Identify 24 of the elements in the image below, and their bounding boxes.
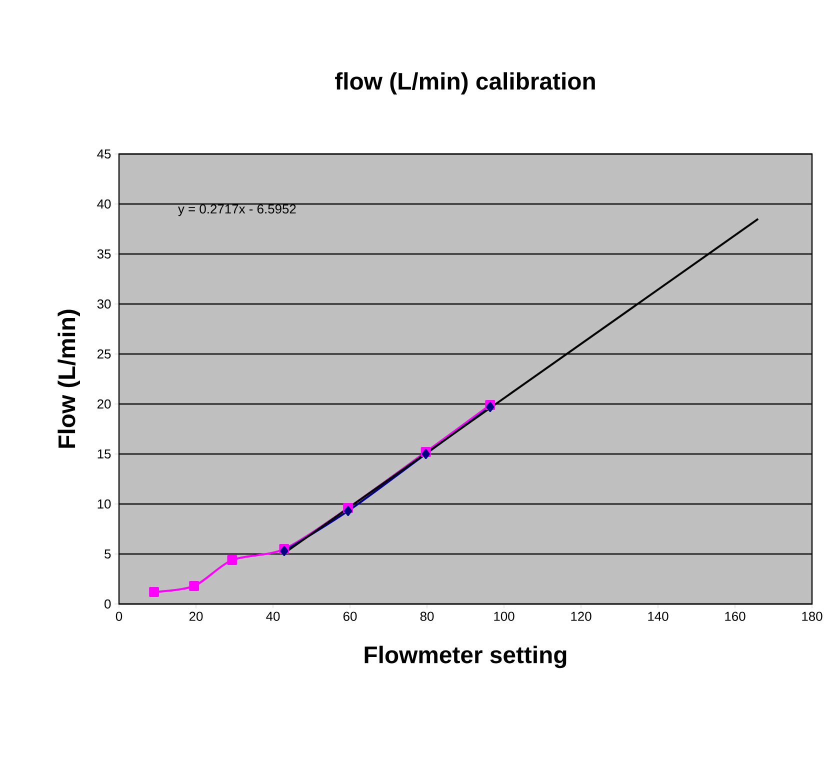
annotation: y = 0.2717x - 6.5952 <box>178 204 296 216</box>
x-tick-label: 20 <box>189 612 203 621</box>
y-tick-label: 30 <box>97 299 111 309</box>
x-tick-label: 80 <box>420 612 434 621</box>
x-tick-label: 180 <box>802 612 822 621</box>
y-tick-label: 0 <box>104 599 111 609</box>
y-tick-label: 35 <box>97 249 111 259</box>
x-axis-title: Flowmeter setting <box>364 646 566 668</box>
x-tick-label: 60 <box>343 612 357 621</box>
y-tick-label: 5 <box>104 549 111 559</box>
y-tick-label: 45 <box>97 149 111 159</box>
y-axis-title: Flow (L/min) <box>58 310 80 448</box>
x-tick-label: 100 <box>494 612 514 621</box>
x-tick-label: 140 <box>648 612 668 621</box>
x-tick-label: 40 <box>266 612 280 621</box>
chart-title: flow (L/min) calibration <box>335 72 595 94</box>
y-tick-label: 40 <box>97 199 111 209</box>
y-tick-label: 15 <box>98 449 111 459</box>
y-tick-label: 25 <box>97 349 111 359</box>
x-tick-label: 160 <box>725 612 746 621</box>
y-tick-label: 10 <box>98 499 111 509</box>
y-tick-label: 20 <box>97 399 111 409</box>
x-tick-label: 0 <box>116 612 122 621</box>
x-tick-label: 120 <box>571 612 592 621</box>
